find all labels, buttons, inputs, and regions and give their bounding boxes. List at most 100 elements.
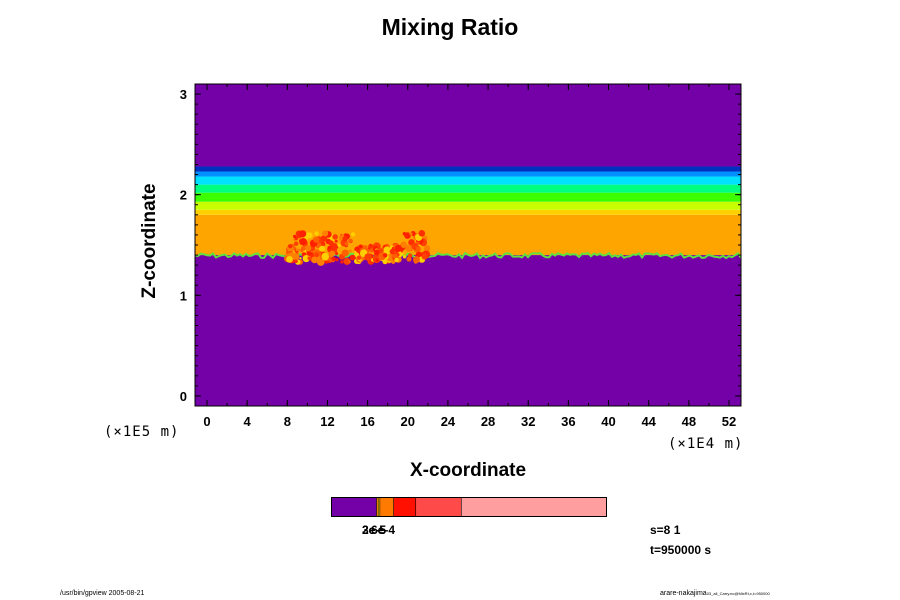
hotspot-cell: [329, 258, 332, 262]
hotspot-cell: [332, 234, 338, 240]
hotspot-cell: [423, 245, 431, 252]
hotspot-cell: [400, 241, 407, 248]
field-layer-8: [195, 166, 741, 172]
hotspot-cell: [294, 241, 299, 246]
x-tick-label: 48: [682, 414, 696, 429]
hotspot-cell: [335, 258, 339, 262]
y-tick-label: 0: [180, 389, 187, 404]
footer-right: arare-nakajima03_all_Carry.nc@MixRt,x,t=…: [660, 590, 770, 597]
x-tick-label: 12: [320, 414, 334, 429]
colorbar-segment-2: [378, 497, 380, 517]
colorbar-segment-4: [393, 497, 416, 517]
hotspot-cell: [378, 248, 384, 254]
hotspot-cell: [334, 239, 338, 243]
field-layer-3: [195, 201, 741, 210]
hotspot-cell: [375, 258, 379, 263]
hotspot-cell: [319, 245, 326, 252]
hotspot-cell: [320, 241, 325, 245]
hotspot-cell: [382, 259, 388, 265]
hotspot-cell: [321, 252, 330, 261]
hotspot-cell: [343, 257, 351, 265]
field-layer-0: [195, 255, 741, 406]
footer-left: /usr/bin/gpview 2005-08-21: [60, 590, 145, 597]
hotspot-cell: [294, 259, 298, 264]
hotspot-cell: [307, 256, 312, 261]
high-mixing-ratio-region: [284, 230, 431, 266]
hotspot-cell: [335, 252, 339, 256]
x-tick-label: 8: [284, 414, 291, 429]
footer-right-file: 03_all_Carry.nc@MixRt,x,t=950000: [706, 591, 770, 596]
hotspot-cell: [349, 254, 356, 261]
hotspot-cell: [298, 248, 301, 252]
hotspot-cell: [331, 256, 336, 261]
hotspot-cell: [340, 233, 343, 236]
hotspot-cell: [327, 245, 332, 250]
hotspot-cell: [385, 250, 390, 254]
hotspot-cell: [328, 240, 334, 246]
hotspot-cell: [340, 260, 344, 264]
field-layer-6: [195, 176, 741, 185]
x-tick-label: 40: [601, 414, 615, 429]
hotspot-cell: [337, 243, 341, 247]
x-axis-label: X-coordinate: [409, 460, 527, 481]
hotspot-cell: [416, 246, 419, 250]
field-layer-4: [195, 192, 741, 202]
hotspot-cell: [292, 253, 300, 261]
hotspot-cell: [285, 251, 289, 255]
hotspot-cell: [383, 253, 388, 258]
y-tick-label: 3: [180, 87, 187, 102]
hotspot-cell: [299, 238, 307, 246]
hotspot-cell: [358, 244, 363, 249]
mixing-ratio-field: [195, 84, 741, 406]
footer-right-author: arare-nakajima: [660, 590, 707, 597]
x-tick-label: 44: [641, 414, 656, 429]
hotspot-cell: [299, 257, 302, 260]
hotspot-cell: [301, 246, 306, 251]
hotspot-cell: [288, 244, 293, 249]
hotspot-cell: [313, 236, 320, 243]
hotspot-cell: [357, 255, 362, 260]
colorbar-segment-6: [461, 497, 607, 517]
colorbar-segment-0: [331, 497, 377, 517]
hotspot-cell: [387, 248, 390, 251]
field-layer-2: [195, 209, 741, 215]
hotspot-cell: [374, 249, 381, 256]
x-tick-label: 28: [481, 414, 495, 429]
hotspot-cell: [341, 249, 349, 257]
hotspot-cell: [295, 248, 299, 252]
hotspot-cell: [394, 257, 399, 263]
colorbar: [331, 497, 607, 517]
hotspot-cell: [348, 249, 352, 253]
hotspot-cell: [306, 251, 311, 256]
hotspot-cell: [286, 256, 293, 263]
hotspot-cell: [344, 242, 349, 246]
hotspot-cell: [329, 250, 335, 257]
hotspot-cell: [405, 244, 413, 252]
y-tick-label: 2: [180, 188, 187, 203]
x-tick-label: 0: [203, 414, 210, 429]
colorbar-label-2: 3e-5: [362, 523, 387, 537]
hotspot-cell: [351, 232, 356, 237]
hotspot-cell: [299, 230, 307, 238]
hotspot-cell: [417, 241, 420, 244]
y-axis-unit: (×1E5 m): [104, 424, 180, 440]
hotspot-cell: [314, 231, 319, 236]
x-tick-label: 4: [244, 414, 252, 429]
hotspot-cell: [364, 253, 372, 261]
x-tick-label: 20: [401, 414, 415, 429]
hotspot-cell: [311, 256, 318, 264]
field-layer-5: [195, 184, 741, 193]
x-tick-label: 16: [360, 414, 374, 429]
x-tick-label: 32: [521, 414, 535, 429]
x-tick-label: 24: [441, 414, 456, 429]
colorbar-frame: [331, 497, 607, 517]
hotspot-cell: [342, 236, 348, 242]
field-layer-7: [195, 171, 741, 177]
hotspot-cell: [409, 232, 413, 236]
hotspot-cell: [306, 232, 310, 236]
chart-title: Mixing Ratio: [381, 14, 519, 40]
colorbar-segment-1: [376, 497, 379, 517]
hotspot-cell: [418, 230, 426, 237]
